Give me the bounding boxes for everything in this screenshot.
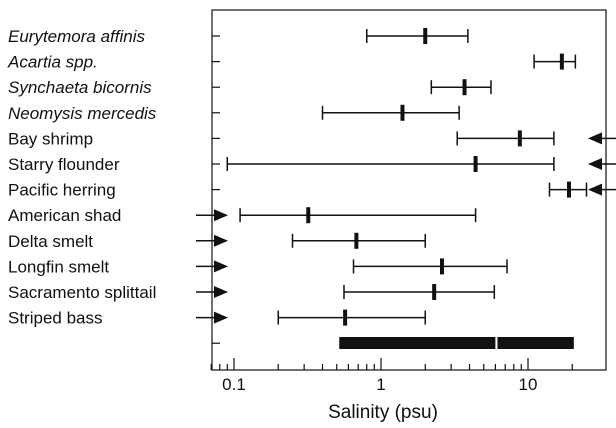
x-axis-title: Salinity (psu) — [328, 402, 438, 423]
x-tick-label: 10 — [519, 375, 538, 394]
species-label: Pacific herring — [8, 181, 116, 200]
left-arrow-head — [214, 286, 228, 298]
x-axis-ticks: 0.1 1 10 — [210, 358, 573, 394]
range-center-mark — [462, 79, 467, 96]
left-arrow-head — [214, 209, 228, 222]
range-center-mark — [306, 207, 311, 224]
left-arrow-head — [214, 234, 228, 247]
species-row: Acartia spp. — [7, 53, 577, 72]
species-label: Longfin smelt — [8, 257, 109, 276]
bottom-range-bars — [339, 337, 574, 349]
species-label: Neomysis mercedis — [8, 104, 157, 123]
species-label: Acartia spp. — [7, 53, 98, 72]
species-label: Striped bass — [8, 309, 103, 328]
left-arrow-head — [214, 260, 228, 273]
range-center-mark — [354, 232, 359, 249]
species-row: Pacific herring — [8, 181, 616, 200]
species-label: American shad — [8, 206, 121, 225]
thick-range-bar — [497, 337, 574, 349]
species-row: Starry flounder — [8, 155, 616, 174]
range-center-mark — [423, 28, 428, 44]
plot-frame — [211, 9, 607, 371]
range-center-mark — [432, 284, 437, 300]
right-arrow-head — [588, 183, 602, 196]
range-center-mark — [343, 309, 348, 326]
species-row: Sacramento splittail — [8, 283, 496, 302]
right-arrow-head — [588, 132, 602, 145]
x-tick-label: 0.1 — [222, 375, 246, 394]
x-tick-label: 1 — [376, 375, 385, 394]
right-arrow-head — [588, 158, 602, 170]
range-center-mark — [559, 53, 564, 70]
species-row: Longfin smelt — [8, 257, 508, 276]
species-row: American shad — [8, 206, 477, 225]
species-label: Bay shrimp — [8, 129, 93, 148]
species-row: Eurytemora affinis — [8, 27, 469, 46]
species-row: Delta smelt — [8, 232, 427, 251]
species-row: Synchaeta bicornis — [8, 78, 492, 97]
range-center-mark — [517, 130, 522, 147]
range-center-mark — [440, 258, 445, 275]
plot-border — [211, 9, 607, 371]
range-center-mark — [473, 156, 478, 172]
thick-range-bar — [339, 337, 496, 349]
left-arrow-head — [214, 311, 228, 324]
range-center-mark — [566, 181, 571, 198]
species-label: Starry flounder — [8, 155, 120, 174]
range-center-mark — [400, 104, 405, 121]
species-row: Bay shrimp — [8, 129, 616, 148]
species-row: Neomysis mercedis — [8, 104, 460, 123]
species-label: Delta smelt — [8, 232, 93, 251]
species-row: Striped bass — [8, 309, 427, 328]
species-label: Sacramento splittail — [8, 283, 156, 302]
species-label: Synchaeta bicornis — [8, 78, 152, 97]
species-label: Eurytemora affinis — [8, 27, 145, 46]
species-rows: Eurytemora affinis Acartia spp. Synchaeta … — [7, 27, 616, 344]
